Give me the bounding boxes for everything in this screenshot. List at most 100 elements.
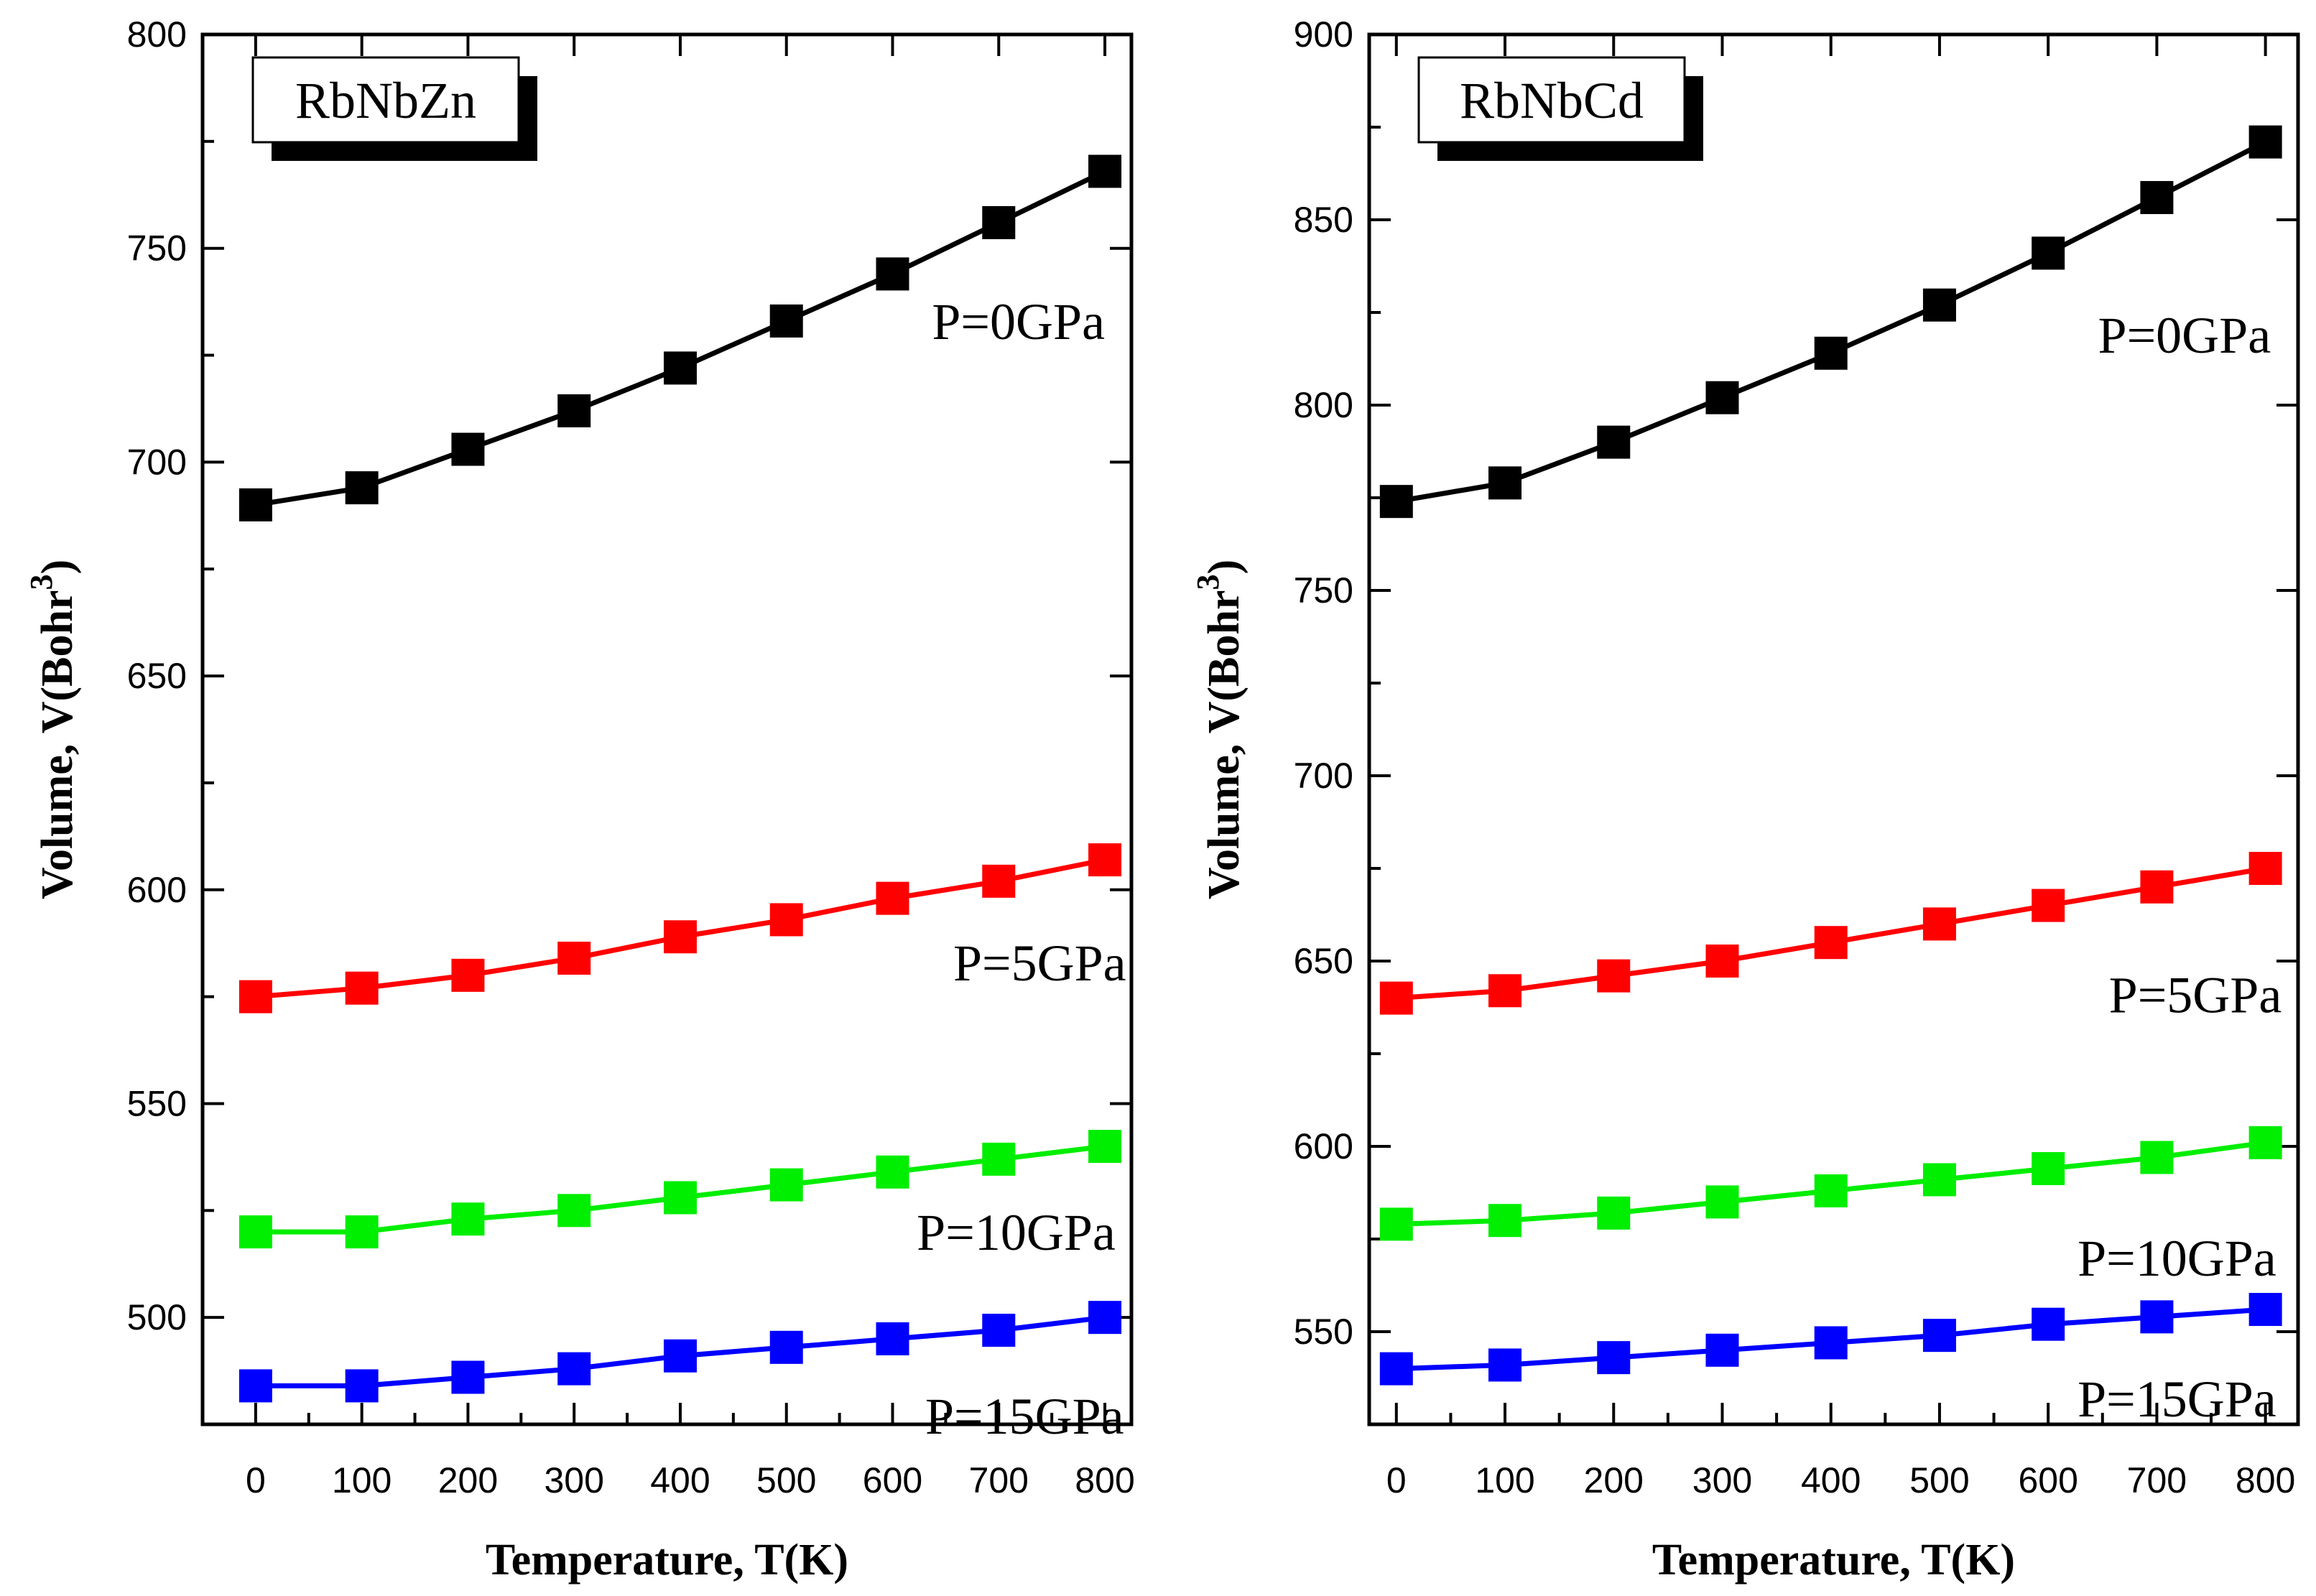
data-point [1705, 1333, 1739, 1367]
data-point [982, 1142, 1016, 1176]
data-point [451, 432, 485, 466]
y-tick-label: 850 [1294, 200, 1353, 240]
x-tick-label: 800 [1075, 1460, 1134, 1500]
data-point [1088, 1301, 1122, 1335]
data-point [769, 1330, 803, 1364]
panel-rbnbzn: 0 100 200 300 400 500 600 700 800 500 550 600 650 700… [24, 14, 1135, 1585]
data-point [1597, 959, 1631, 993]
y-tick-label: 500 [127, 1297, 187, 1337]
y-tick-label: 550 [1294, 1312, 1353, 1352]
x-tick-label: 500 [756, 1460, 816, 1500]
data-point [663, 920, 697, 954]
data-point [876, 881, 909, 915]
series-p-5gpa: P=5GPa [238, 843, 1126, 1013]
y-tick-label: 650 [127, 656, 187, 696]
y-tick-label: 700 [1294, 756, 1353, 796]
data-point [238, 1215, 272, 1249]
y-axis-title-close: ) [33, 560, 82, 575]
series-label: P=10GPa [2078, 1230, 2276, 1287]
data-point [451, 1360, 485, 1394]
data-point [2032, 1151, 2065, 1185]
data-point [345, 471, 379, 505]
data-point [1488, 466, 1522, 500]
data-point [1088, 154, 1122, 188]
data-point [663, 1339, 697, 1373]
series-label: P=10GPa [917, 1204, 1116, 1261]
y-axis-title: Volume, V(Bohr3) [24, 560, 82, 899]
panel-rbnbcd: 0 100 200 300 400 500 600 700 800 550 600 650 700 750… [1190, 14, 2300, 1585]
y-tick-label: 550 [127, 1083, 187, 1123]
series-label: P=15GPa [925, 1388, 1124, 1445]
series-p-10gpa: P=10GPa [1379, 1126, 2282, 1287]
series-p-15gpa: P=15GPa [1379, 1293, 2282, 1428]
data-point [1379, 1352, 1413, 1386]
data-point [1379, 1207, 1413, 1241]
data-point [1488, 974, 1522, 1008]
data-point [345, 971, 379, 1005]
y-tick-label: 600 [127, 870, 187, 910]
data-point [451, 1202, 485, 1236]
data-point [876, 1322, 909, 1355]
data-point [769, 304, 803, 338]
x-tick-label: 700 [2127, 1460, 2187, 1500]
y-tick-label: 800 [1294, 385, 1353, 425]
data-point [2248, 125, 2282, 159]
data-point [238, 1369, 272, 1403]
data-point [557, 1194, 591, 1228]
data-point [876, 1155, 909, 1189]
data-point [1705, 945, 1739, 978]
data-point [1922, 1319, 1956, 1353]
y-axis-title-sup: 3 [1190, 575, 1226, 590]
data-point [2248, 1126, 2282, 1159]
y-tick-label: 750 [127, 228, 187, 269]
data-point [451, 958, 485, 992]
x-tick-label: 300 [544, 1460, 603, 1500]
data-point [982, 1314, 1016, 1347]
x-tick-label: 200 [1584, 1460, 1644, 1500]
data-point [769, 1168, 803, 1202]
x-tick-label: 100 [332, 1460, 392, 1500]
x-axis-title: Temperature, T(K) [486, 1536, 848, 1585]
x-tick-label: 700 [969, 1460, 1029, 1500]
data-point [1379, 485, 1413, 519]
data-point [1814, 926, 1848, 960]
series-label: P=5GPa [953, 934, 1126, 992]
y-tick-label: 650 [1294, 941, 1353, 981]
data-point [1814, 336, 1848, 370]
x-tick-label: 0 [246, 1460, 266, 1500]
series-label: P=5GPa [2109, 966, 2282, 1024]
data-point [1922, 288, 1956, 322]
data-point [238, 488, 272, 521]
y-axis-title-main: Volume, V(Bohr [33, 590, 82, 900]
data-point [557, 942, 591, 975]
data-point [345, 1369, 379, 1403]
data-point [1705, 1185, 1739, 1219]
data-point [1488, 1348, 1522, 1382]
x-tick-label: 0 [1386, 1460, 1407, 1500]
series-p-5gpa: P=5GPa [1379, 852, 2282, 1024]
title-box [251, 56, 520, 144]
data-point [557, 1352, 591, 1386]
data-point [557, 394, 591, 427]
title-box [1417, 56, 1686, 144]
series-label: P=15GPa [2078, 1370, 2276, 1428]
data-point [982, 864, 1016, 898]
series-p-15gpa: P=15GPa [238, 1301, 1124, 1445]
data-point [1705, 381, 1739, 414]
series-label: P=0GPa [932, 293, 1105, 351]
data-point [2140, 1141, 2174, 1174]
x-tick-label: 500 [1909, 1460, 1969, 1500]
y-tick-label: 600 [1294, 1126, 1353, 1166]
data-point [2032, 1307, 2065, 1341]
y-axis-title-sup: 3 [24, 575, 59, 590]
x-tick-label: 800 [2236, 1460, 2295, 1500]
data-point [2140, 870, 2174, 904]
y-axis-title-close: ) [1200, 560, 1249, 575]
data-point [2140, 181, 2174, 215]
series-label: P=0GPa [2098, 307, 2271, 364]
series-p-0gpa: P=0GPa [1379, 125, 2282, 519]
x-tick-label: 600 [863, 1460, 922, 1500]
data-point [1597, 1341, 1631, 1375]
data-point [663, 1181, 697, 1215]
x-axis-title: Temperature, T(K) [1652, 1536, 2015, 1585]
